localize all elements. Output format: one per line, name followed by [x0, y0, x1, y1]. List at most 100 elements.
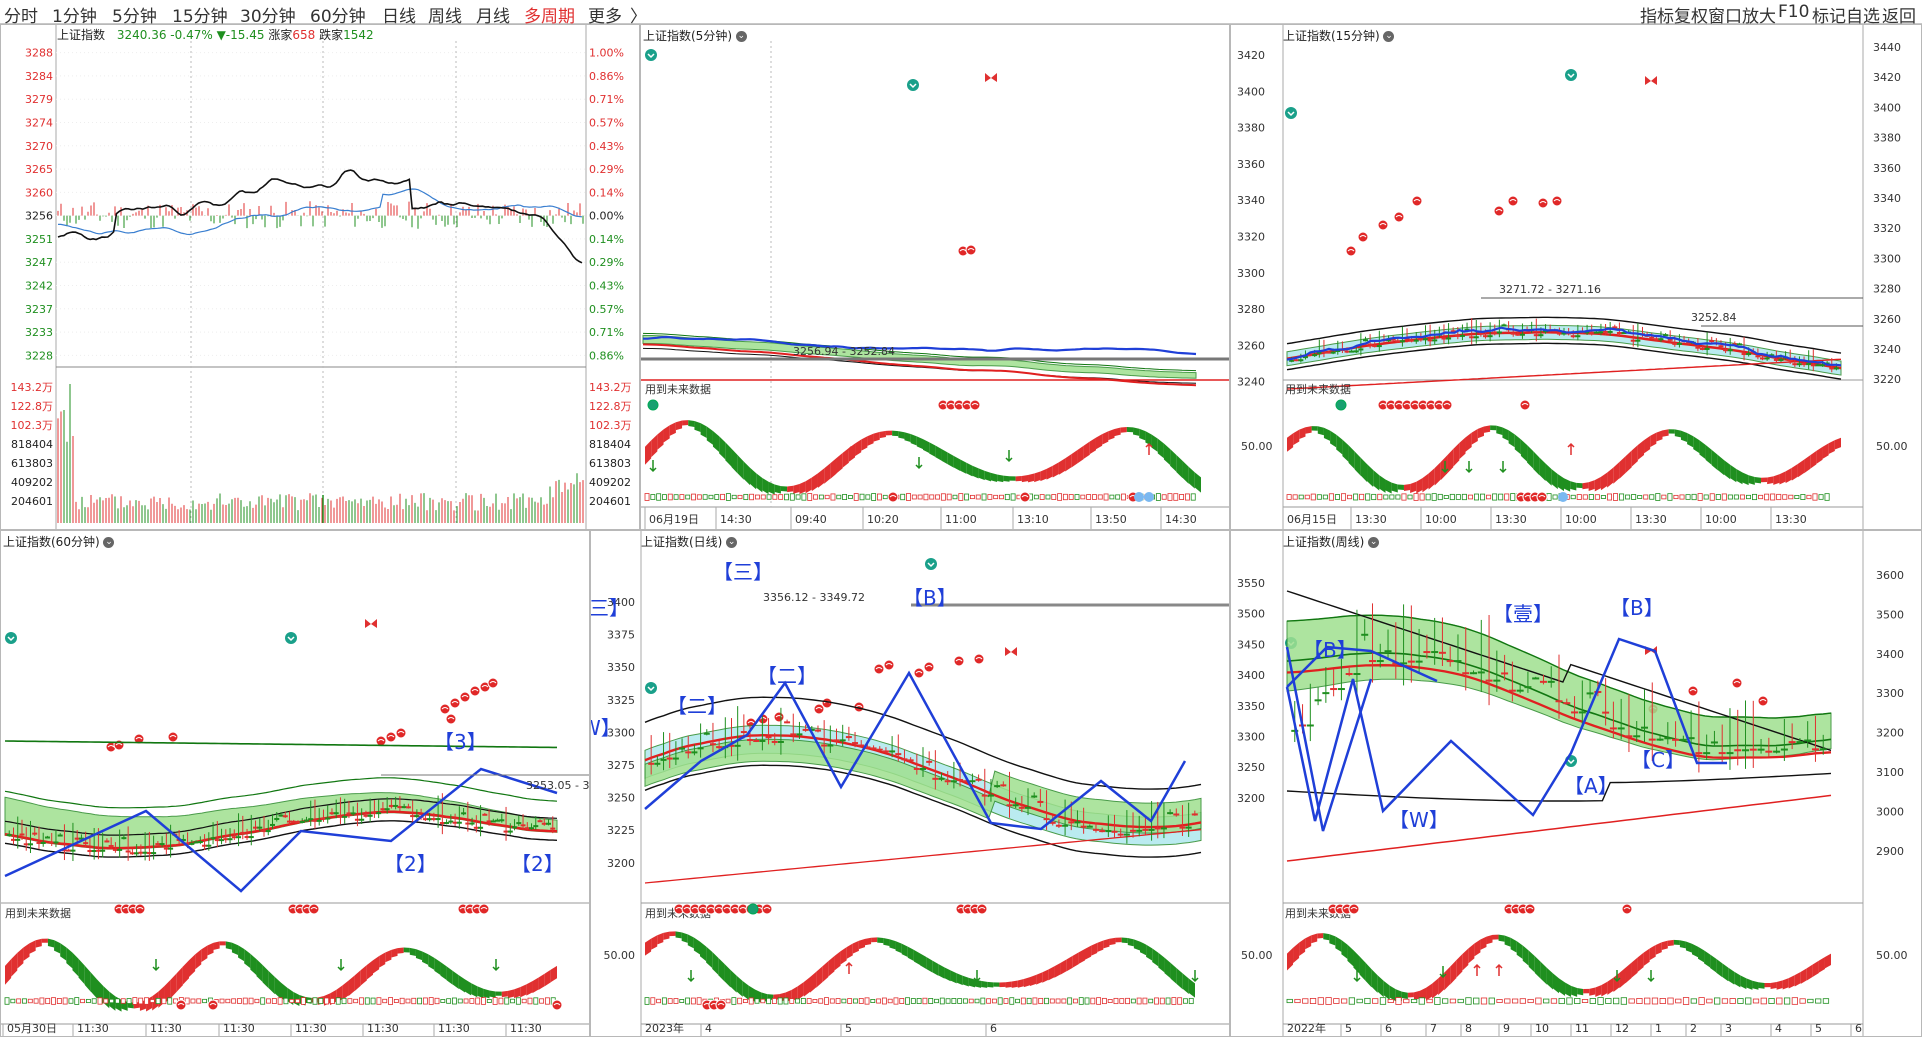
- panel-60min[interactable]: 3253.05 - 3 【3】 【2】 【2】 用到未来数据 05月30日 11:30 11:…: [0, 530, 590, 1037]
- oscillator: [182, 960, 189, 985]
- oscillator: [883, 937, 890, 947]
- macd-bar: [1739, 494, 1745, 500]
- tab-monthly[interactable]: 月线: [476, 7, 510, 27]
- left-axis-tick: 3270: [25, 140, 53, 153]
- tab-more[interactable]: 更多: [588, 7, 622, 27]
- tab-weekly[interactable]: 周线: [428, 7, 462, 27]
- tool-f10[interactable]: F10: [1778, 2, 1810, 22]
- candle: [219, 839, 225, 842]
- oscillator: [1589, 987, 1596, 996]
- macd-bar: [881, 997, 887, 1005]
- more-down-icon[interactable]: ⌄: [726, 537, 738, 548]
- coin-icon: [715, 999, 727, 1011]
- panel-daily[interactable]: 3400 3375 3350 3325 3300 3275 3250 3225 3200 50.0…: [590, 530, 1230, 1037]
- tool-window[interactable]: 窗口: [1708, 7, 1742, 27]
- macd-bar: [662, 494, 667, 500]
- tool-indicator[interactable]: 指标: [1640, 7, 1674, 27]
- macd-bar: [1727, 494, 1733, 500]
- more-down-icon[interactable]: ⌄: [103, 537, 115, 548]
- candle: [401, 806, 407, 809]
- candle: [27, 843, 33, 846]
- candle: [516, 822, 522, 825]
- macd-bar: [1651, 997, 1659, 1005]
- left-axis-tick: 3300: [607, 726, 635, 739]
- macd-bar: [1292, 494, 1298, 500]
- candle: [957, 779, 964, 782]
- macd-bar: [254, 998, 260, 1004]
- tab-intraday[interactable]: 分时: [4, 7, 38, 27]
- candle: [189, 842, 195, 845]
- panel-5min[interactable]: 3256.94 - 3252.84 用到未来数据 06月19日 14:30 09:40 1…: [640, 24, 1230, 530]
- down-arrow-icon: [492, 959, 500, 972]
- macd-bar: [1709, 493, 1715, 501]
- oscillator: [1673, 939, 1680, 945]
- macd-bar: [1010, 493, 1016, 501]
- macd-bar: [685, 997, 690, 1005]
- macd-bar: [1620, 997, 1628, 1005]
- macd-bar: [405, 998, 411, 1004]
- oscillator: [663, 425, 670, 443]
- macd-bar: [766, 997, 772, 1005]
- macd-bar: [1136, 997, 1142, 1005]
- right-axis-tick: 3440: [1873, 41, 1901, 54]
- more-down-icon[interactable]: ⌄: [1383, 31, 1395, 42]
- oscillator: [879, 430, 886, 439]
- panel-15min[interactable]: 3420 3400 3380 3360 3340 3320 3300 3280 3260 3240…: [1230, 24, 1922, 530]
- oscillator: [207, 942, 214, 956]
- panel-weekly[interactable]: 3550 3500 3450 3400 3350 3300 3250 3200 3600 3500…: [1230, 530, 1922, 1037]
- candle: [142, 851, 148, 854]
- tab-1min[interactable]: 1分钟: [52, 7, 97, 27]
- macd-bar: [324, 997, 330, 1005]
- candle: [1630, 339, 1636, 342]
- oscillator: [1127, 937, 1134, 947]
- oscillator: [1571, 985, 1578, 997]
- tool-watchlist[interactable]: 自选: [1846, 7, 1880, 27]
- oscillator: [1348, 445, 1355, 470]
- oscillator: [176, 966, 183, 992]
- tool-mark[interactable]: 标记: [1812, 7, 1846, 27]
- more-down-icon[interactable]: ⌄: [1368, 537, 1380, 548]
- tool-zoom[interactable]: 放大: [1742, 7, 1776, 27]
- lower-bollinger: [644, 764, 1202, 858]
- oscillator: [1403, 483, 1411, 491]
- oscillator: [1060, 959, 1067, 975]
- tab-15min[interactable]: 15分钟: [172, 7, 228, 27]
- oscillator: [1496, 425, 1503, 435]
- tab-daily[interactable]: 日线: [382, 7, 416, 27]
- oscillator: [1422, 473, 1429, 493]
- x-axis-label: 8: [1465, 1022, 1472, 1035]
- candle: [495, 819, 501, 822]
- price-band: [642, 334, 1197, 379]
- macd-bar: [1783, 997, 1791, 1005]
- oscillator: [35, 938, 42, 948]
- tab-60min[interactable]: 60分钟: [310, 7, 366, 27]
- chevron-down-icon: [287, 636, 295, 642]
- coin-icon: [1425, 399, 1437, 411]
- macd-bar: [1800, 494, 1806, 500]
- tool-back[interactable]: 返回: [1882, 7, 1916, 27]
- candle: [771, 740, 778, 743]
- tab-5min[interactable]: 5分钟: [112, 7, 157, 27]
- candle: [1006, 804, 1013, 807]
- oscillator: [1293, 942, 1300, 964]
- oscillator: [1661, 940, 1668, 951]
- macd-bar: [393, 999, 399, 1003]
- macd-bar: [1794, 495, 1800, 499]
- macd-bar: [1359, 493, 1365, 501]
- tab-30min[interactable]: 30分钟: [240, 7, 296, 27]
- candle: [1760, 357, 1766, 360]
- panel-intraday[interactable]: 3288 3284 3279 3274 3270 3265 3260 3256 3251 3247…: [0, 24, 640, 530]
- more-down-icon[interactable]: ⌄: [735, 31, 747, 42]
- oscillator: [993, 982, 1000, 987]
- more-arrow-icon[interactable]: 〉: [630, 7, 647, 27]
- candle: [821, 744, 828, 747]
- oscillator: [1465, 432, 1472, 452]
- tab-multi-period[interactable]: 多周期: [524, 7, 575, 27]
- macd-bar: [4, 997, 10, 1005]
- wave-zigzag: [644, 670, 1187, 831]
- oscillator: [415, 949, 423, 961]
- tool-adjust[interactable]: 复权: [1674, 7, 1708, 27]
- macd-bar: [1161, 494, 1167, 500]
- oscillator: [477, 986, 484, 999]
- volume-axis-tick: 204601: [11, 495, 53, 508]
